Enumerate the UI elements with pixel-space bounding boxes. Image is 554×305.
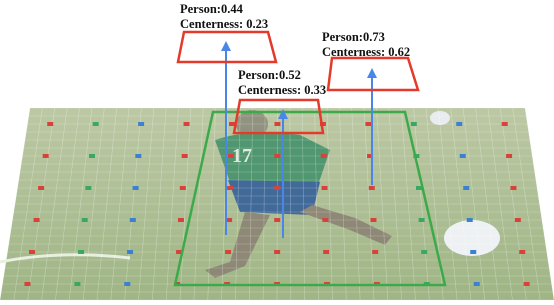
anchor-point xyxy=(93,122,99,126)
anchor-point xyxy=(274,218,280,222)
anchor-point xyxy=(85,186,91,190)
anchor-point xyxy=(180,186,186,190)
anchor-point xyxy=(124,282,130,286)
anchor-point xyxy=(470,250,476,254)
image-plane: 17 xyxy=(0,108,554,300)
anchor-point xyxy=(474,282,480,286)
anchor-point xyxy=(419,218,425,222)
anchor-point xyxy=(182,154,188,158)
anchor-point xyxy=(467,218,473,222)
anchor-point xyxy=(43,154,49,158)
anchor-point xyxy=(138,122,144,126)
anchor-point xyxy=(460,154,466,158)
anchor-point xyxy=(34,218,40,222)
anchor-point xyxy=(135,154,141,158)
anchor-point xyxy=(411,122,417,126)
anchor-point xyxy=(463,186,469,190)
anchor-point xyxy=(506,154,512,158)
box-centerness: Centerness: 0.62 xyxy=(322,45,410,59)
anchor-point xyxy=(370,218,376,222)
anchor-point xyxy=(225,250,231,254)
anchor-point xyxy=(89,154,95,158)
anchor-point xyxy=(322,218,328,222)
anchor-point xyxy=(322,186,328,190)
box-label: Person:0.44 xyxy=(180,2,244,16)
anchor-point xyxy=(24,282,30,286)
anchor-point xyxy=(323,250,329,254)
anchor-point xyxy=(524,282,530,286)
anchor-point xyxy=(510,186,516,190)
anchor-point xyxy=(365,122,371,126)
anchor-point xyxy=(519,250,525,254)
anchor-point xyxy=(47,122,53,126)
box-label: Person:0.52 xyxy=(238,68,301,82)
anchor-point xyxy=(274,186,280,190)
box-label: Person:0.73 xyxy=(322,30,385,44)
anchor-point xyxy=(456,122,462,126)
anchor-point xyxy=(372,250,378,254)
anchor-point xyxy=(421,250,427,254)
anchor-point xyxy=(274,122,280,126)
anchor-point xyxy=(184,122,190,126)
anchor-point xyxy=(38,186,44,190)
anchor-point xyxy=(78,250,84,254)
anchor-point xyxy=(133,186,139,190)
anchor-point xyxy=(274,154,280,158)
anchor-point xyxy=(130,218,136,222)
anchor-point xyxy=(321,154,327,158)
anchor-point xyxy=(178,218,184,222)
box-centerness: Centerness: 0.23 xyxy=(180,17,268,31)
anchor-point xyxy=(227,186,233,190)
anchor-point xyxy=(74,282,80,286)
anchor-point xyxy=(228,154,234,158)
diagram: 17 Person:0.44 Centerness: 0.23 Person:0… xyxy=(0,0,554,305)
anchor-point xyxy=(29,250,35,254)
anchor-point xyxy=(515,218,521,222)
anchor-point xyxy=(274,250,280,254)
anchor-point xyxy=(502,122,508,126)
anchor-point xyxy=(127,250,133,254)
anchor-point xyxy=(82,218,88,222)
anchor-point xyxy=(369,186,375,190)
box-centerness: Centerness: 0.33 xyxy=(238,83,326,97)
